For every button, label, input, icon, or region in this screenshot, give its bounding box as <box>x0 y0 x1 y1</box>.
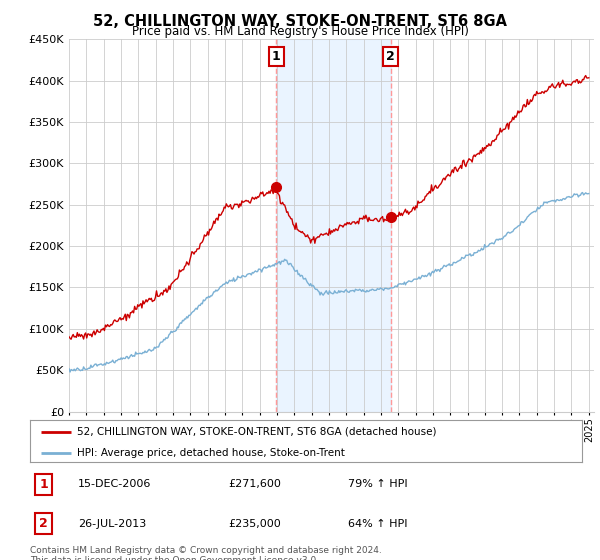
Text: 2: 2 <box>39 517 48 530</box>
Text: 26-JUL-2013: 26-JUL-2013 <box>78 519 146 529</box>
Text: 15-DEC-2006: 15-DEC-2006 <box>78 479 151 489</box>
Text: £235,000: £235,000 <box>228 519 281 529</box>
Text: 2: 2 <box>386 50 395 63</box>
Text: £271,600: £271,600 <box>228 479 281 489</box>
Bar <box>276 39 391 412</box>
Text: 52, CHILLINGTON WAY, STOKE-ON-TRENT, ST6 8GA: 52, CHILLINGTON WAY, STOKE-ON-TRENT, ST6… <box>93 14 507 29</box>
Text: Price paid vs. HM Land Registry's House Price Index (HPI): Price paid vs. HM Land Registry's House … <box>131 25 469 38</box>
Text: Contains HM Land Registry data © Crown copyright and database right 2024.
This d: Contains HM Land Registry data © Crown c… <box>30 546 382 560</box>
Text: 52, CHILLINGTON WAY, STOKE-ON-TRENT, ST6 8GA (detached house): 52, CHILLINGTON WAY, STOKE-ON-TRENT, ST6… <box>77 427 436 437</box>
Text: 1: 1 <box>272 50 281 63</box>
Text: HPI: Average price, detached house, Stoke-on-Trent: HPI: Average price, detached house, Stok… <box>77 448 345 458</box>
Text: 1: 1 <box>39 478 48 491</box>
Text: 64% ↑ HPI: 64% ↑ HPI <box>348 519 407 529</box>
Text: 79% ↑ HPI: 79% ↑ HPI <box>348 479 407 489</box>
